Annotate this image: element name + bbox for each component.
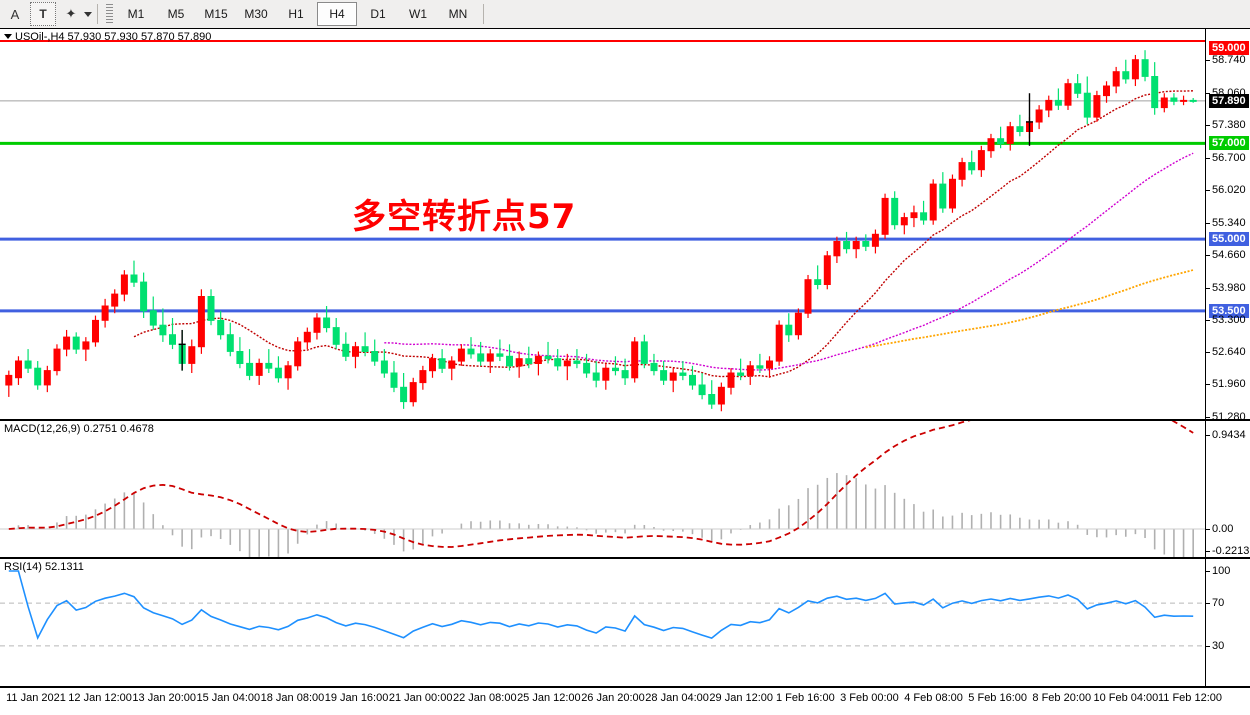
axis-tick — [1206, 384, 1210, 386]
rsi-axis[interactable]: 100 70 30 — [1205, 559, 1250, 686]
price-panel[interactable]: 多空转折点57 USOil-,H4 57.930 57.930 57.870 5… — [0, 28, 1250, 423]
text-tool-icon[interactable]: A — [10, 6, 20, 22]
axis-tick — [1206, 435, 1210, 436]
rsi-panel[interactable]: RSI(14) 52.1311 100 70 30 — [0, 558, 1250, 687]
time-axis-label: 25 Jan 12:00 — [517, 692, 581, 704]
axis-tick — [1206, 190, 1210, 192]
time-axis-label: 1 Feb 16:00 — [775, 692, 835, 704]
axis-tick — [1206, 528, 1210, 530]
time-axis-label: 22 Jan 08:00 — [452, 692, 517, 704]
chart-frame: 多空转折点57 USOil-,H4 57.930 57.930 57.870 5… — [0, 28, 1250, 715]
rsi-axis-label: 30 — [1212, 639, 1225, 652]
time-axis[interactable]: 11 Jan 2021 12 Jan 12:00 13 Jan 20:00 15 Ja… — [0, 687, 1250, 715]
timeframe-h1[interactable]: H1 — [288, 7, 304, 21]
time-axis-label: 21 Jan 00:00 — [388, 692, 453, 704]
price-axis-label: 55.340 — [1212, 216, 1246, 229]
symbol-header: USOil-,H4 57.930 57.930 57.870 57.890 — [4, 31, 211, 43]
time-axis-label: 4 Feb 08:00 — [904, 692, 963, 704]
timeframe-mn[interactable]: MN — [448, 7, 468, 21]
price-tag-59-000[interactable]: 59.000 — [1209, 40, 1249, 55]
price-axis-label: 54.660 — [1212, 249, 1246, 262]
axis-tick — [1206, 417, 1210, 418]
time-axis-label: 10 Feb 04:00 — [1093, 692, 1159, 704]
time-axis-label: 29 Jan 12:00 — [709, 692, 774, 704]
axis-tick — [1206, 157, 1210, 159]
price-axis-label: 51.960 — [1212, 378, 1246, 391]
macd-axis[interactable]: 0.9434 0.00 -0.2213 — [1205, 421, 1250, 557]
price-axis-label: 56.700 — [1212, 151, 1246, 164]
timeframe-m15[interactable]: M15 — [204, 7, 228, 21]
axis-tick — [1206, 125, 1210, 127]
toolbar-separator-right — [483, 4, 484, 24]
macd-axis-label: 0.00 — [1212, 522, 1234, 535]
rsi-axis-label: 70 — [1212, 597, 1225, 610]
price-axis-label: 53.300 — [1212, 314, 1246, 327]
axis-tick — [1206, 645, 1210, 647]
toolbar: A T ✦ M1 M5 M15 M30 H1 H4 D1 W1 MN — [0, 0, 1250, 29]
timeframe-m5[interactable]: M5 — [167, 7, 185, 21]
time-axis-label: 13 Jan 20:00 — [132, 692, 197, 704]
chart-annotation-text[interactable]: 多空转折点57 — [352, 197, 577, 237]
price-tag-55-000[interactable]: 55.000 — [1209, 232, 1249, 247]
timeframe-m1[interactable]: M1 — [127, 7, 145, 21]
macd-axis-label: 0.9434 — [1212, 429, 1246, 441]
price-axis-label: 53.980 — [1212, 281, 1246, 294]
time-axis-label: 11 Jan 2021 — [6, 692, 66, 704]
price-axis-label: 58.740 — [1212, 54, 1246, 67]
axis-tick — [1206, 287, 1210, 289]
time-axis-label: 12 Jan 12:00 — [68, 692, 132, 704]
axis-tick — [1206, 255, 1210, 257]
macd-series — [0, 421, 1205, 557]
timeframe-m30[interactable]: M30 — [244, 7, 268, 21]
time-axis-label: 26 Jan 20:00 — [581, 692, 645, 704]
rsi-plot-area[interactable] — [0, 559, 1205, 686]
price-tag-53-500[interactable]: 53.500 — [1209, 303, 1249, 318]
price-axis-label: 52.640 — [1212, 345, 1246, 358]
time-axis-label: 18 Jan 08:00 — [260, 692, 325, 704]
price-plot-area[interactable]: 多空转折点57 — [0, 29, 1205, 419]
price-tag-57-000[interactable]: 57.000 — [1209, 136, 1249, 151]
time-axis-label: 11 Feb 12:00 — [1157, 692, 1223, 704]
resistance-line-59 — [0, 40, 1205, 42]
rsi-axis-label: 100 — [1212, 565, 1231, 577]
axis-tick — [1206, 571, 1210, 572]
timeframe-d1[interactable]: D1 — [370, 7, 386, 21]
axis-tick — [1206, 351, 1210, 353]
timeframe-w1[interactable]: W1 — [409, 7, 427, 21]
macd-axis-label: -0.2213 — [1212, 545, 1250, 557]
price-tag-57-890[interactable]: 57.890 — [1209, 93, 1249, 108]
toolbar-grip-handle[interactable] — [106, 4, 113, 24]
rsi-series — [0, 570, 1205, 647]
collapse-triangle-icon[interactable] — [4, 34, 12, 39]
timeframe-h4[interactable]: H4 — [317, 2, 357, 26]
label-tool-icon[interactable]: T — [30, 2, 56, 26]
macd-panel[interactable]: MACD(12,26,9) 0.2751 0.4678 0.9434 0.00 -0… — [0, 420, 1250, 558]
time-axis-label: 15 Jan 04:00 — [196, 692, 261, 704]
time-axis-label: 8 Feb 20:00 — [1032, 692, 1092, 704]
macd-label: MACD(12,26,9) 0.2751 0.4678 — [4, 423, 154, 435]
time-axis-label: 19 Jan 16:00 — [324, 692, 389, 704]
time-axis-label: 3 Feb 00:00 — [840, 692, 899, 704]
time-axis-label: 28 Jan 04:00 — [645, 692, 709, 704]
axis-tick — [1206, 92, 1210, 94]
chevron-down-icon[interactable] — [84, 11, 92, 17]
macd-plot-area[interactable] — [0, 421, 1205, 557]
axis-tick — [1206, 222, 1210, 224]
symbol-ohlc-text: USOil-,H4 57.930 57.930 57.870 57.890 — [15, 31, 212, 43]
toolbar-separator — [97, 4, 98, 24]
price-axis-label: 57.380 — [1212, 119, 1246, 132]
axis-tick — [1206, 60, 1210, 62]
price-axis-label: 56.020 — [1212, 184, 1246, 197]
candlestick-series — [0, 50, 1205, 412]
price-axis[interactable]: 59.000 58.740 58.060 57.890 57.380 57.000 56.7… — [1205, 29, 1250, 423]
axis-tick — [1206, 551, 1210, 552]
rsi-label: RSI(14) 52.1311 — [4, 561, 84, 573]
time-axis-label: 5 Feb 16:00 — [968, 692, 1028, 704]
objects-tool-icon[interactable]: ✦ — [65, 6, 77, 21]
axis-tick — [1206, 320, 1210, 322]
axis-tick — [1206, 603, 1210, 605]
